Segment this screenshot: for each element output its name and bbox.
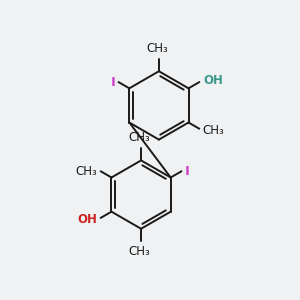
Text: CH₃: CH₃ [147,42,168,55]
Text: OH: OH [203,74,223,87]
Text: I: I [111,76,116,88]
Text: CH₃: CH₃ [129,131,151,144]
Text: CH₃: CH₃ [129,245,151,258]
Text: I: I [184,165,189,178]
Text: OH: OH [77,213,97,226]
Text: CH₃: CH₃ [75,165,97,178]
Text: CH₃: CH₃ [202,124,224,137]
